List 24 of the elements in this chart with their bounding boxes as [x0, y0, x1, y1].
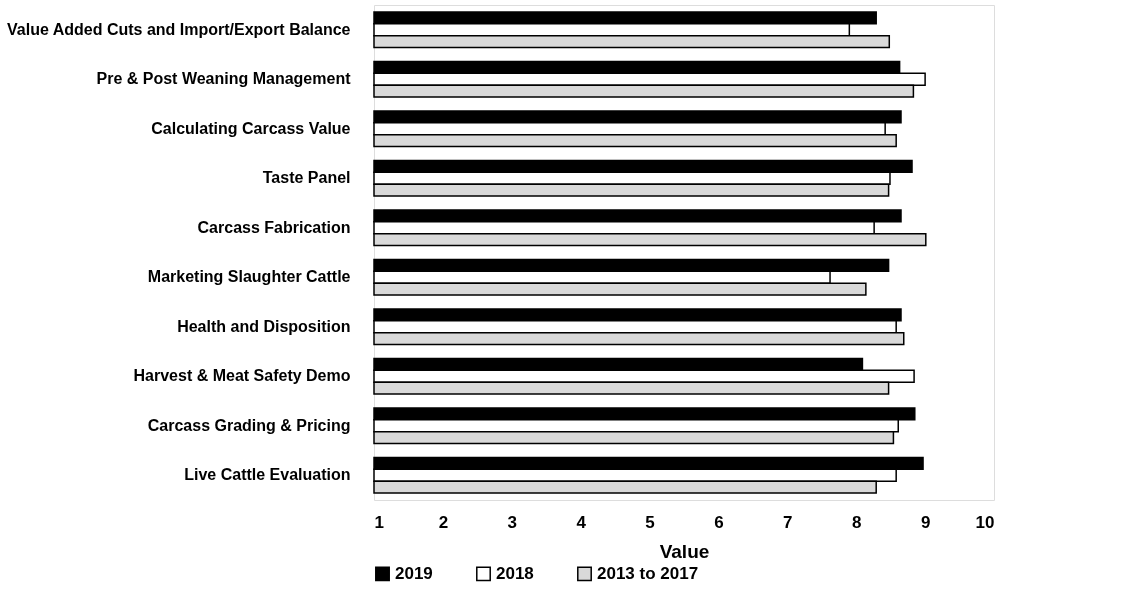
y-tick-label: Carcass Grading & Pricing — [147, 416, 351, 434]
x-tick-label: 2 — [438, 512, 449, 532]
y-tick-label: Value Added Cuts and Import/Export Balance — [7, 20, 351, 38]
y-tick-label: Calculating Carcass Value — [151, 119, 351, 137]
y-tick-label: Live Cattle Evaluation — [184, 466, 351, 484]
x-tick-label: 1 — [374, 512, 384, 532]
x-tick-label: 6 — [714, 512, 724, 532]
x-tick-label: 8 — [851, 512, 862, 532]
y-tick-label: Health and Disposition — [177, 317, 351, 335]
y-tick-label: Taste Panel — [262, 169, 351, 187]
x-tick-label: 3 — [507, 512, 518, 532]
x-axis-title: Value — [659, 540, 710, 562]
legend-label: 2019 — [395, 563, 433, 583]
x-tick-label: 7 — [783, 512, 793, 532]
x-tick-label: 5 — [645, 512, 655, 532]
x-tick-label: 9 — [920, 512, 931, 532]
y-tick-label: Harvest & Meat Safety Demo — [133, 367, 351, 385]
y-tick-label: Pre & Post Weaning Management — [96, 70, 352, 88]
y-tick-label: Marketing Slaughter Cattle — [147, 268, 351, 286]
legend-label: 2018 — [496, 563, 534, 583]
legend-label: 2013 to 2017 — [597, 563, 699, 583]
x-tick-label: 10 — [975, 512, 995, 532]
y-tick-label: Carcass Fabrication — [197, 218, 351, 236]
x-tick-label: 4 — [576, 512, 587, 532]
